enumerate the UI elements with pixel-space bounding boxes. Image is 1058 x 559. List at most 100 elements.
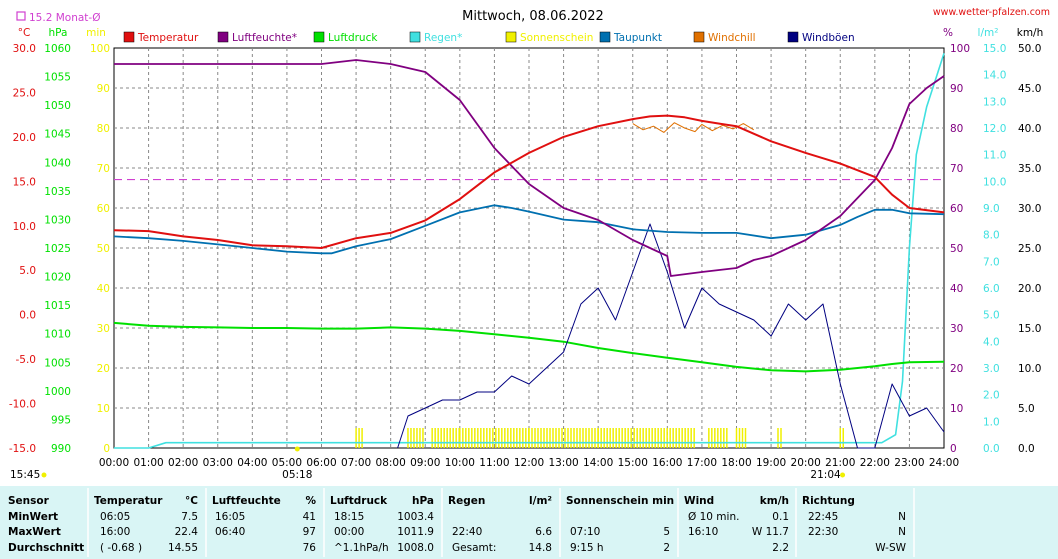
dewpoint-series-line [113,204,945,255]
rain-tick-label: 5.0 [983,310,1000,322]
gusts-series-line [397,223,945,449]
stats-cell: Gesamt: [452,542,496,554]
stats-cell: 9:15 h [570,542,604,554]
stats-header: °C [185,495,198,507]
stats-row-label: MinWert [8,511,58,523]
rain-tick-label: 0.0 [983,443,1000,455]
x-tick-label: 17:00 [687,457,717,469]
x-tick-label: 09:00 [410,457,440,469]
stats-cell: 76 [303,542,317,554]
stats-cell: 2 [663,542,670,554]
pressure-tick-label: 1015 [44,300,71,312]
stats-cell: 22.4 [175,526,199,538]
humidity-series-line [114,59,945,277]
pressure-tick-label: 1020 [44,272,71,284]
sunset-time: 21:04 [810,469,841,481]
sunshine-tick-label: 10 [97,403,110,415]
stats-cell: 22:45 [808,511,838,523]
rain-series-line [114,53,945,449]
rain-tick-label: 12.0 [983,123,1006,135]
monthly-avg-label: 15.2 Monat-Ø [29,12,100,24]
humidity-tick-label: 70 [950,163,963,175]
x-tick-label: 12:00 [514,457,544,469]
stats-header: Richtung [802,495,855,507]
wind-tick-label: 10.0 [1018,363,1041,375]
legend-swatch-humidity [217,31,229,43]
stats-cell: 00:00 [334,526,364,538]
stats-cell: 22:30 [808,526,838,538]
rain-tick-label: 9.0 [983,203,1000,215]
legend-label-humidity: Luftfeuchte* [232,32,297,44]
stats-cell: 16:05 [215,511,245,523]
x-tick-label: 01:00 [133,457,163,469]
rain-tick-label: 10.0 [983,176,1006,188]
stats-cell: 06:05 [100,511,130,523]
pressure-tick-label: 1005 [44,357,71,369]
x-tick-label: 16:00 [652,457,682,469]
stats-cell: ( -0.68 ) [100,542,142,554]
chart-series [113,53,945,449]
stats-row-label: MaxWert [8,526,61,538]
stats-cell: N [898,526,906,538]
wind-tick-label: 50.0 [1018,43,1041,55]
pressure-tick-label: 995 [51,414,71,426]
temperature-unit-label: °C [18,27,31,39]
legend-label-sunshine: Sonnenschein [520,32,593,44]
x-tick-label: 24:00 [929,457,959,469]
sunshine-tick-label: 40 [97,283,110,295]
humidity-tick-label: 90 [950,83,963,95]
temperature-tick-label: -10.0 [9,399,36,411]
stats-cell: 18:15 [334,511,364,523]
legend-label-rain: Regen* [424,32,462,44]
humidity-tick-label: 30 [950,323,963,335]
humidity-tick-label: 20 [950,363,963,375]
pressure-tick-label: 1055 [44,72,71,84]
x-tick-label: 21:00 [825,457,855,469]
legend-swatch-rain [409,31,421,43]
chart-title: Mittwoch, 08.06.2022 [462,9,604,24]
x-tick-label: 03:00 [203,457,233,469]
sunset-icon [840,472,846,478]
x-tick-label: 07:00 [341,457,371,469]
chart-axes: 00:00 01:00 02:00 03:00 04:00 05:00 06:00 07:00… [9,27,1043,469]
legend-swatch-sunshine [505,31,517,43]
temperature-tick-label: 20.0 [13,132,36,144]
stats-cell: 2.2 [772,542,789,554]
humidity-tick-label: 40 [950,283,963,295]
temperature-tick-label: 5.0 [19,265,36,277]
wind-tick-label: 45.0 [1018,83,1041,95]
legend-swatch-dewpoint [599,31,611,43]
stats-header: Temperatur [94,495,163,507]
sunshine-tick-label: 20 [97,363,110,375]
pressure-tick-label: 1000 [44,386,71,398]
stats-header: % [305,495,316,507]
sunshine-tick-label: 60 [97,203,110,215]
stats-cell: 97 [303,526,316,538]
weather-chart: 00:00 01:00 02:00 03:00 04:00 05:00 06:00 07:00… [9,7,1050,481]
stats-row-label: Durchschnitt [8,542,84,554]
sunrise-time: 05:18 [282,469,312,481]
pressure-tick-label: 990 [51,443,71,455]
pressure-unit-label: hPa [49,27,68,39]
statistics-table: Sensor Temperatur °C Luftfeuchte% Luftdruck h… [0,486,1058,559]
pressure-tick-label: 1035 [44,186,71,198]
chart-grid [113,47,945,449]
humidity-tick-label: 100 [950,43,970,55]
temperature-tick-label: -15.0 [9,443,36,455]
stats-cell: 0.1 [772,511,789,523]
temperature-tick-label: 30.0 [13,43,36,55]
stats-cell: W 11.7 [752,526,789,538]
humidity-tick-label: 60 [950,203,963,215]
stats-cell: 14.8 [529,542,552,554]
legend-label-gusts: Windböen [802,32,855,44]
run-time-sun-icon [41,472,47,478]
humidity-tick-label: 50 [950,243,963,255]
pressure-tick-label: 1010 [44,329,71,341]
stats-cell: 5 [663,526,670,538]
pressure-series-line [113,321,945,373]
stats-header: Luftdruck [330,495,388,507]
sunshine-tick-label: 30 [97,323,110,335]
sunshine-tick-label: 80 [97,123,110,135]
sunshine-unit-label: min [86,27,106,39]
rain-tick-label: 2.0 [983,390,1000,402]
